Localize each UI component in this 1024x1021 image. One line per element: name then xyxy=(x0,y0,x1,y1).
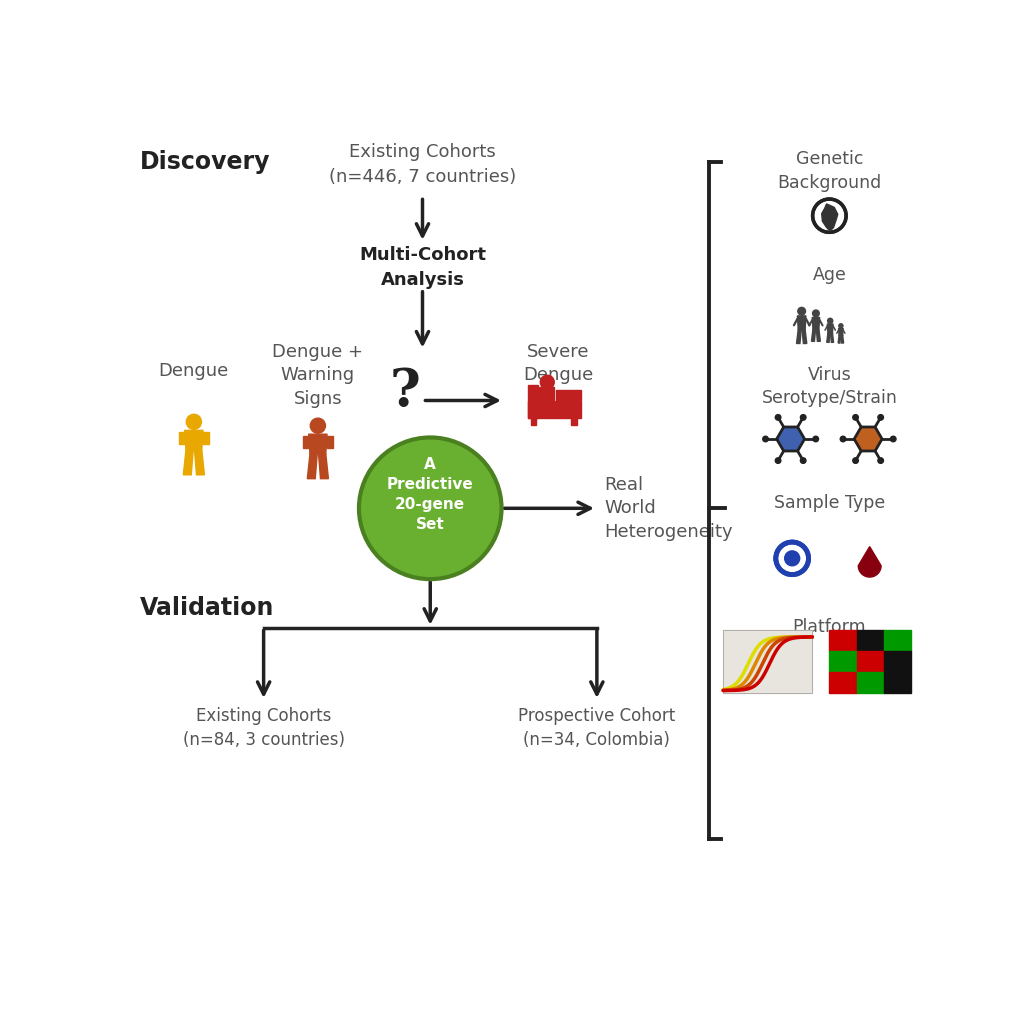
Text: Validation: Validation xyxy=(139,596,274,621)
Polygon shape xyxy=(303,436,308,448)
Circle shape xyxy=(801,415,806,421)
Polygon shape xyxy=(841,336,844,343)
Text: Platform: Platform xyxy=(793,618,866,636)
Circle shape xyxy=(813,310,819,317)
Polygon shape xyxy=(827,324,834,333)
Polygon shape xyxy=(830,333,834,342)
Circle shape xyxy=(784,551,800,566)
Polygon shape xyxy=(811,329,815,341)
Circle shape xyxy=(777,543,807,573)
Text: Prospective Cohort
(n=34, Colombia): Prospective Cohort (n=34, Colombia) xyxy=(518,707,676,748)
Circle shape xyxy=(853,415,858,421)
Polygon shape xyxy=(812,318,819,329)
Text: Existing Cohorts
(n=446, 7 countries): Existing Cohorts (n=446, 7 countries) xyxy=(329,143,516,186)
Polygon shape xyxy=(839,329,843,336)
Text: Virus
Serotype/Strain: Virus Serotype/Strain xyxy=(762,366,897,407)
Bar xyxy=(884,651,910,672)
Circle shape xyxy=(839,324,843,328)
Text: Dengue +
Warning
Signs: Dengue + Warning Signs xyxy=(272,343,364,408)
Text: ?: ? xyxy=(390,366,421,417)
Circle shape xyxy=(891,436,896,442)
Polygon shape xyxy=(308,434,327,453)
Circle shape xyxy=(853,457,858,464)
Circle shape xyxy=(186,415,202,430)
Polygon shape xyxy=(184,430,203,450)
Bar xyxy=(856,651,884,672)
Text: Discovery: Discovery xyxy=(139,150,270,175)
Polygon shape xyxy=(802,330,807,343)
Circle shape xyxy=(798,307,806,315)
Polygon shape xyxy=(838,336,841,343)
Circle shape xyxy=(841,436,846,442)
Circle shape xyxy=(878,415,884,421)
Polygon shape xyxy=(798,315,806,330)
Polygon shape xyxy=(527,401,581,419)
Circle shape xyxy=(763,436,768,442)
Polygon shape xyxy=(327,436,333,448)
Polygon shape xyxy=(797,330,801,343)
Bar xyxy=(884,630,910,651)
Polygon shape xyxy=(203,432,209,444)
Polygon shape xyxy=(826,333,829,342)
Circle shape xyxy=(878,457,884,464)
Polygon shape xyxy=(723,630,812,693)
Text: Multi-Cohort
Analysis: Multi-Cohort Analysis xyxy=(359,246,486,290)
Circle shape xyxy=(813,436,818,442)
Text: Existing Cohorts
(n=84, 3 countries): Existing Cohorts (n=84, 3 countries) xyxy=(182,707,345,748)
Polygon shape xyxy=(307,453,317,479)
Text: Genetic
Background: Genetic Background xyxy=(777,150,882,192)
Polygon shape xyxy=(556,390,581,400)
Circle shape xyxy=(775,415,781,421)
Text: Age: Age xyxy=(812,265,846,284)
Circle shape xyxy=(827,319,833,324)
Polygon shape xyxy=(539,387,554,400)
Text: Severe
Dengue: Severe Dengue xyxy=(523,343,593,384)
Circle shape xyxy=(541,376,554,389)
Polygon shape xyxy=(571,419,577,425)
Text: Sample Type: Sample Type xyxy=(774,494,885,513)
Polygon shape xyxy=(318,453,329,479)
Polygon shape xyxy=(195,450,205,475)
Polygon shape xyxy=(530,419,537,425)
Polygon shape xyxy=(854,427,882,451)
Polygon shape xyxy=(183,450,194,475)
Bar xyxy=(829,651,856,672)
Bar xyxy=(884,672,910,693)
Bar xyxy=(856,672,884,693)
Polygon shape xyxy=(816,329,820,341)
Circle shape xyxy=(775,457,781,464)
Polygon shape xyxy=(821,204,838,231)
Bar xyxy=(829,630,856,651)
Text: A
Predictive
20-gene
Set: A Predictive 20-gene Set xyxy=(387,457,474,532)
Bar xyxy=(856,630,884,651)
Circle shape xyxy=(359,437,502,579)
Circle shape xyxy=(310,419,326,433)
Text: Dengue: Dengue xyxy=(159,362,229,380)
Polygon shape xyxy=(858,546,881,577)
Polygon shape xyxy=(179,432,184,444)
Polygon shape xyxy=(776,427,805,451)
Circle shape xyxy=(801,457,806,464)
Circle shape xyxy=(813,199,846,233)
Text: Real
World
Heterogeneity: Real World Heterogeneity xyxy=(604,476,733,541)
Bar xyxy=(829,672,856,693)
Polygon shape xyxy=(527,385,538,419)
